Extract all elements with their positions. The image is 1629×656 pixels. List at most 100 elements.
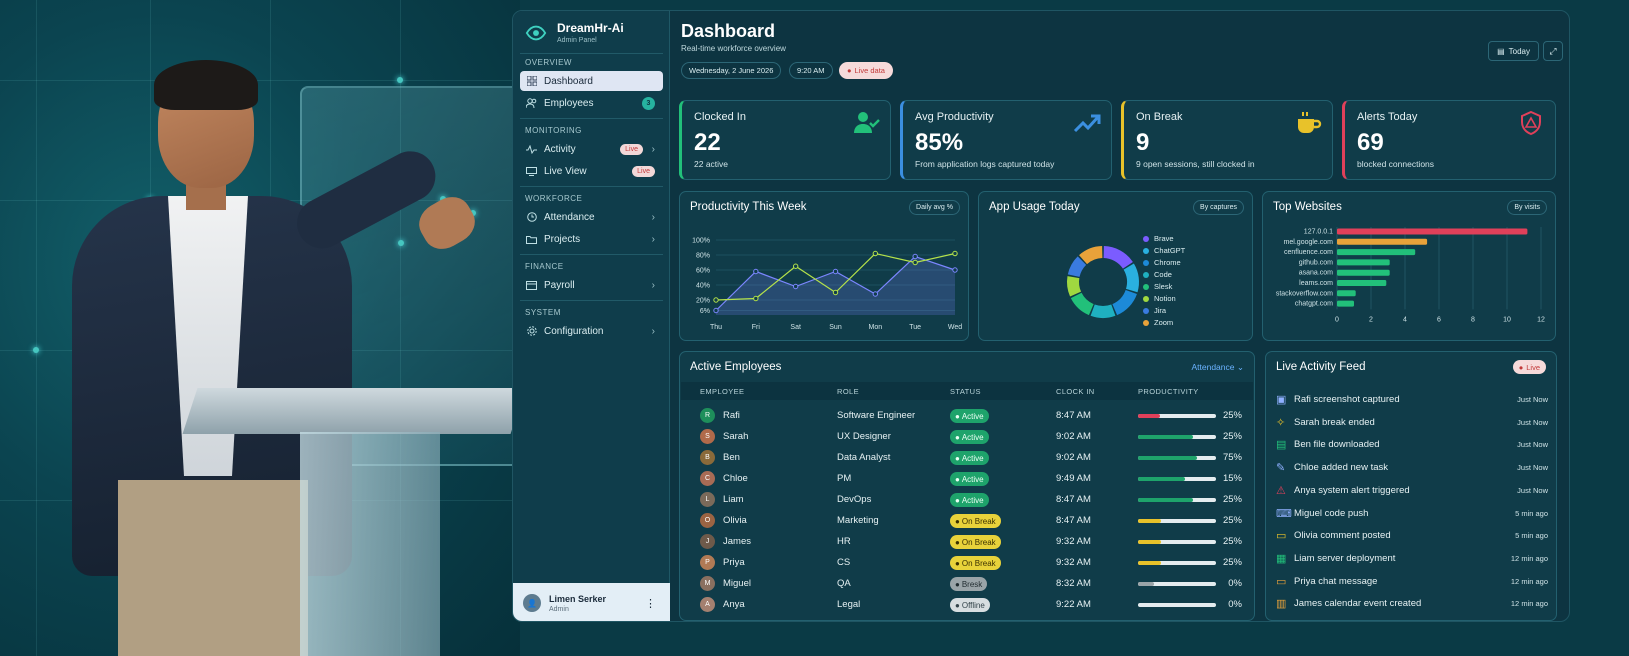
- employee-role: Marketing: [837, 515, 879, 526]
- stat-card-on-break[interactable]: On Break 9 9 open sessions, still clocke…: [1121, 100, 1333, 180]
- status-label: Active: [961, 411, 984, 421]
- employee-role: UX Designer: [837, 431, 891, 442]
- category-label: mel.google.com: [1284, 239, 1334, 246]
- image-icon: ▣: [1276, 394, 1287, 406]
- user-profile[interactable]: 👤 Limen Serker Admin ⋮: [513, 583, 670, 621]
- feed-text: Liam server deployment: [1294, 552, 1396, 564]
- sidebar-item-employees[interactable]: Employees 3: [520, 93, 663, 113]
- sidebar-item-payroll[interactable]: Payroll ›: [520, 275, 663, 295]
- stat-card-avg-productivity[interactable]: Avg Productivity 85% From application lo…: [900, 100, 1112, 180]
- sidebar-item-live-view[interactable]: Live View Live: [520, 161, 663, 181]
- eye-logo-icon: [525, 25, 547, 40]
- category-label: leams.com: [1299, 280, 1333, 287]
- status-badge: ● Bresk: [950, 577, 988, 591]
- expand-button[interactable]: ⤢: [1543, 41, 1563, 61]
- employee-role: CS: [837, 557, 851, 568]
- feed-time: 5 min ago: [1515, 531, 1548, 541]
- app-usage-card: App Usage Today By captures Brave ChatGPT…: [978, 191, 1253, 341]
- table-row[interactable]: A Anya Legal ● Offline 9:22 AM 0%: [680, 595, 1254, 616]
- feed-item[interactable]: ✎ Chloe added new task Just Now: [1276, 459, 1548, 480]
- table-row[interactable]: B Ben Data Analyst ● Active 9:02 AM 75%: [680, 448, 1254, 469]
- col-role: ROLE: [837, 387, 860, 396]
- table-header: [681, 382, 1253, 400]
- donut-slice: [1070, 292, 1094, 316]
- donut-slice: [1079, 246, 1103, 265]
- sidebar-item-label: Dashboard: [544, 75, 593, 87]
- feed-time: Just Now: [1517, 485, 1548, 495]
- stat-card-alerts-today[interactable]: Alerts Today 69 blocked connections: [1342, 100, 1556, 180]
- feed-item[interactable]: ▥ James calendar event created 12 min ago: [1276, 595, 1548, 616]
- feed-item[interactable]: ▤ Ben file downloaded Just Now: [1276, 436, 1548, 457]
- page-title: Dashboard: [681, 21, 776, 41]
- x-tick-label: Fri: [752, 324, 761, 331]
- sidebar-item-projects[interactable]: Projects ›: [520, 229, 663, 249]
- avatar: S: [700, 429, 715, 444]
- productivity-bar: [1138, 414, 1216, 418]
- folder-icon: [526, 234, 537, 245]
- productivity-bar-fill: [1138, 414, 1160, 418]
- bar: [1337, 269, 1390, 276]
- employee-name: Olivia: [723, 515, 747, 526]
- chevron-right-icon: ›: [651, 143, 655, 155]
- feed-item[interactable]: ▣ Rafi screenshot captured Just Now: [1276, 391, 1548, 412]
- employee-role: HR: [837, 536, 851, 547]
- feed-item[interactable]: ⌨ Miguel code push 5 min ago: [1276, 505, 1548, 526]
- data-point: [753, 268, 759, 275]
- today-button[interactable]: ▤ Today: [1488, 41, 1539, 61]
- more-vertical-icon[interactable]: ⋮: [645, 597, 656, 610]
- live-badge: Live: [620, 143, 643, 155]
- table-row[interactable]: O Olivia Marketing ● On Break 8:47 AM 25%: [680, 511, 1254, 532]
- chat-icon: ▭: [1276, 575, 1287, 588]
- feed-item[interactable]: ▦ Liam server deployment 12 min ago: [1276, 550, 1548, 571]
- clock-in-time: 8:47 AM: [1056, 494, 1091, 505]
- dashboard-app: DreamHr-Ai Admin Panel OVERVIEW Dashboar…: [512, 10, 1570, 622]
- feed-text: Miguel code push: [1294, 507, 1369, 519]
- top-websites-bar-chart: 0 2 4 6 8 10 12 127.0.0.1 mel.google.com cenfluen…: [1276, 227, 1545, 323]
- by-captures-filter[interactable]: By captures: [1193, 200, 1244, 215]
- feed-item[interactable]: ▭ Olivia comment posted 5 min ago: [1276, 527, 1548, 548]
- x-tick-label: Thu: [710, 324, 722, 331]
- feed-text: Anya system alert triggered: [1294, 484, 1410, 496]
- donut-slice: [1067, 276, 1082, 297]
- legend-label: Jira: [1154, 306, 1167, 315]
- bar: [1337, 300, 1354, 307]
- table-row[interactable]: C Chloe PM ● Active 9:49 AM 15%: [680, 469, 1254, 490]
- productivity-bar-fill: [1138, 540, 1162, 544]
- sidebar-item-label: Activity: [544, 143, 576, 155]
- status-badge: ● On Break: [950, 514, 1001, 528]
- table-row[interactable]: P Priya CS ● On Break 9:32 AM 25%: [680, 553, 1254, 574]
- calendar-icon: ▤: [1497, 46, 1505, 56]
- sidebar-item-dashboard[interactable]: Dashboard: [520, 71, 663, 91]
- sidebar-item-label: Employees: [544, 97, 594, 109]
- filter-label: Attendance: [1191, 362, 1235, 372]
- chevron-right-icon: ›: [651, 211, 655, 223]
- sidebar-item-configuration[interactable]: Configuration ›: [520, 321, 663, 341]
- productivity-bar: [1138, 498, 1216, 502]
- employee-role: Software Engineer: [837, 410, 916, 421]
- table-row[interactable]: M Miguel QA ● Bresk 8:32 AM 0%: [680, 574, 1254, 595]
- table-row[interactable]: R Rafi Software Engineer ● Active 8:47 AM 25%: [680, 406, 1254, 427]
- daily-avg-filter[interactable]: Daily avg %: [909, 200, 960, 215]
- data-point: [872, 291, 879, 297]
- x-tick-label: 12: [1537, 316, 1545, 323]
- table-row[interactable]: J James HR ● On Break 9:32 AM 25%: [680, 532, 1254, 553]
- chart-title: App Usage Today: [989, 201, 1080, 213]
- stat-card-clocked-in[interactable]: Clocked In 22 22 active: [679, 100, 891, 180]
- table-row[interactable]: L Liam DevOps ● Active 8:47 AM 25%: [680, 490, 1254, 511]
- feed-item[interactable]: ⚠ Anya system alert triggered Just Now: [1276, 482, 1548, 503]
- feed-text: Sarah break ended: [1294, 416, 1375, 428]
- stat-subtext: blocked connections: [1357, 159, 1435, 169]
- status-badge: ● Active: [950, 451, 989, 465]
- productivity-percent: 25%: [1222, 494, 1242, 505]
- attendance-filter-dropdown[interactable]: Attendance ⌄: [1191, 362, 1244, 373]
- category-label: cenfluence.com: [1284, 249, 1333, 256]
- by-visits-filter[interactable]: By visits: [1507, 200, 1547, 215]
- legend-item: Brave: [1143, 234, 1174, 243]
- avatar: M: [700, 576, 715, 591]
- feed-item[interactable]: ▭ Priya chat message 12 min ago: [1276, 573, 1548, 594]
- feed-item[interactable]: ✧ Sarah break ended Just Now: [1276, 414, 1548, 435]
- sidebar-item-attendance[interactable]: Attendance ›: [520, 207, 663, 227]
- status-label: Offline: [961, 600, 985, 610]
- sidebar-item-activity[interactable]: Activity Live ›: [520, 139, 663, 159]
- table-row[interactable]: S Sarah UX Designer ● Active 9:02 AM 25%: [680, 427, 1254, 448]
